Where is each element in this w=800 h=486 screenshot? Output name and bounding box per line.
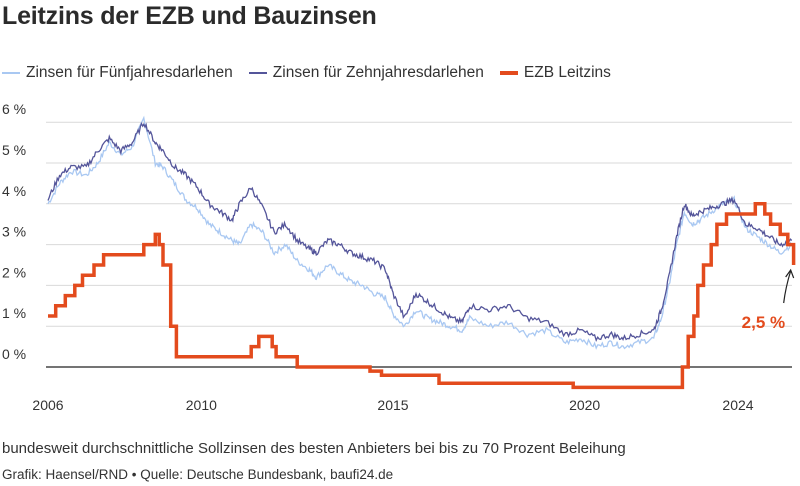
legend-item-fuenfjahres: Zinsen für Fünfjahresdarlehen — [2, 64, 233, 82]
series-lines — [47, 115, 796, 390]
y-tick-label: 3 % — [2, 224, 26, 240]
y-tick-label: 6 % — [2, 101, 26, 117]
series-line-leitzins — [48, 202, 796, 390]
legend-swatch-zehnjahres — [248, 72, 267, 74]
annotation: 2,5 % — [742, 268, 795, 332]
x-tick-label: 2010 — [186, 397, 217, 413]
series-line-zehnjahres — [47, 121, 793, 342]
legend-label-zehnjahres: Zinsen für Zehnjahresdarlehen — [272, 64, 484, 81]
y-axis-tick-labels: 0 % 1 % 2 % 3 % 4 % 5 % 6 % — [2, 101, 26, 362]
chart-title: Leitzins der EZB und Bauzinsen — [2, 2, 377, 30]
legend-item-zehnjahres: Zinsen für Zehnjahresdarlehen — [248, 64, 484, 82]
x-tick-label: 2015 — [377, 397, 408, 413]
legend-swatch-fuenfjahres — [2, 72, 20, 74]
x-axis-tick-labels: 2006 2010 2015 2020 2024 — [32, 397, 753, 413]
annotation-label: 2,5 % — [742, 313, 785, 332]
legend-label-leitzins: EZB Leitzins — [523, 64, 611, 81]
y-tick-label: 2 % — [2, 264, 26, 280]
y-tick-label: 1 % — [2, 305, 26, 321]
chart-source: Grafik: Haensel/RND • Quelle: Deutsche B… — [2, 467, 394, 482]
legend-swatch-leitzins — [499, 71, 518, 75]
legend: Zinsen für Fünfjahresdarlehen Zinsen für… — [2, 64, 627, 82]
annotation-arrowhead — [785, 268, 795, 279]
legend-item-leitzins: EZB Leitzins — [499, 64, 611, 82]
y-tick-label: 4 % — [2, 183, 26, 199]
x-tick-label: 2020 — [569, 397, 600, 413]
y-tick-label: 5 % — [2, 142, 26, 158]
annotation-arrow — [783, 270, 792, 304]
x-tick-label: 2024 — [722, 397, 753, 413]
y-tick-label: 0 % — [2, 346, 26, 362]
series-line-fuenfjahres — [47, 115, 793, 350]
chart-note: bundesweit durchschnittliche Sollzinsen … — [2, 440, 626, 457]
x-tick-label: 2006 — [32, 397, 63, 413]
legend-label-fuenfjahres: Zinsen für Fünfjahresdarlehen — [26, 64, 233, 81]
